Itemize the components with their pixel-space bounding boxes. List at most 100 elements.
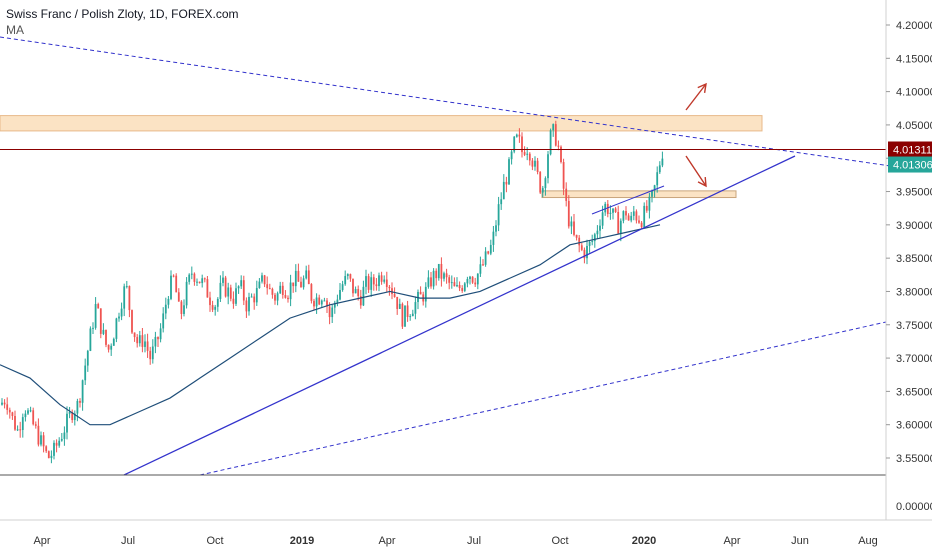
candle-body bbox=[206, 279, 209, 298]
candle-body bbox=[588, 241, 591, 246]
candle bbox=[261, 272, 263, 284]
candle bbox=[47, 450, 50, 459]
candle-body bbox=[495, 225, 497, 232]
candle bbox=[502, 174, 505, 200]
candle bbox=[60, 432, 63, 442]
up-arrow-head bbox=[697, 82, 707, 93]
candle bbox=[541, 185, 544, 198]
candle-body bbox=[60, 438, 63, 441]
candle-body bbox=[638, 220, 640, 223]
candle-body bbox=[235, 288, 237, 304]
candle-body bbox=[474, 282, 477, 285]
candle-body bbox=[484, 251, 487, 265]
candle bbox=[606, 200, 609, 218]
candle bbox=[89, 326, 92, 352]
candle bbox=[305, 265, 308, 280]
price-tick-label: 3.65000 bbox=[896, 386, 932, 398]
indicator-label[interactable]: MA bbox=[6, 23, 24, 37]
candle bbox=[523, 146, 526, 157]
candle bbox=[125, 280, 128, 289]
candle-body bbox=[648, 196, 651, 211]
candle-body bbox=[237, 286, 240, 289]
candle-body bbox=[136, 337, 139, 344]
candle-body bbox=[599, 225, 601, 231]
candle-body bbox=[32, 410, 35, 425]
candle-body bbox=[370, 277, 373, 290]
short-support-line bbox=[591, 185, 665, 215]
candle bbox=[214, 304, 217, 316]
candle-body bbox=[274, 294, 276, 301]
candle-body bbox=[112, 338, 115, 346]
candle bbox=[396, 296, 399, 315]
candle-body bbox=[635, 211, 638, 221]
down-arrow bbox=[685, 155, 707, 188]
time-tick-label: Oct bbox=[206, 535, 223, 547]
candle bbox=[73, 410, 76, 426]
candle bbox=[622, 210, 625, 224]
candle bbox=[630, 211, 633, 223]
candle bbox=[625, 206, 627, 220]
candle-body bbox=[534, 160, 536, 167]
candle-body bbox=[229, 287, 232, 299]
candle bbox=[211, 300, 214, 313]
candle bbox=[482, 259, 484, 266]
candle-body bbox=[92, 327, 94, 329]
price-tick-label: 3.90000 bbox=[896, 220, 932, 232]
candle-body bbox=[466, 279, 469, 284]
candle-body bbox=[53, 442, 55, 456]
candle bbox=[341, 280, 344, 292]
candle bbox=[414, 296, 417, 320]
candle bbox=[328, 302, 331, 325]
candle-body bbox=[453, 282, 456, 287]
candle-body bbox=[479, 264, 482, 274]
candle-body bbox=[443, 273, 445, 279]
candle-body bbox=[305, 270, 308, 279]
candle bbox=[534, 156, 536, 171]
candle-body bbox=[16, 429, 19, 431]
level-price-tag-label: 4.01311 bbox=[893, 144, 932, 156]
candle-body bbox=[614, 208, 617, 212]
candle bbox=[29, 406, 32, 413]
candle-body bbox=[341, 284, 344, 290]
candle bbox=[458, 281, 461, 292]
candle-body bbox=[411, 313, 414, 317]
candle bbox=[593, 232, 596, 248]
ascending-trendline bbox=[123, 155, 796, 476]
candle-body bbox=[604, 203, 607, 213]
candle bbox=[138, 330, 141, 347]
candle bbox=[614, 207, 617, 213]
candle bbox=[198, 281, 201, 284]
candle bbox=[578, 235, 581, 253]
candle-body bbox=[300, 281, 302, 288]
candle-body bbox=[162, 313, 165, 329]
candle bbox=[284, 290, 287, 299]
candle-body bbox=[523, 152, 526, 155]
candle-body bbox=[471, 276, 474, 283]
candle-body bbox=[250, 296, 253, 298]
candle-body bbox=[159, 328, 162, 340]
candle bbox=[110, 343, 113, 356]
candle bbox=[79, 398, 81, 408]
candle-body bbox=[232, 298, 235, 304]
candle-body bbox=[437, 263, 440, 279]
candle bbox=[68, 406, 71, 419]
candle-body bbox=[380, 275, 383, 282]
candle-body bbox=[289, 282, 292, 300]
candle bbox=[294, 264, 297, 293]
candle-body bbox=[141, 335, 144, 347]
candle bbox=[463, 282, 466, 293]
candle-body bbox=[27, 410, 29, 414]
candle bbox=[651, 189, 653, 203]
candle-body bbox=[68, 412, 71, 414]
candle-body bbox=[86, 350, 89, 366]
candle bbox=[552, 123, 555, 137]
candle bbox=[266, 276, 269, 295]
candle bbox=[318, 294, 321, 306]
candle-body bbox=[164, 304, 167, 314]
candle bbox=[531, 158, 534, 171]
candle-body bbox=[440, 263, 443, 279]
candle bbox=[310, 283, 313, 304]
candle bbox=[547, 151, 549, 184]
candle-body bbox=[625, 211, 627, 216]
